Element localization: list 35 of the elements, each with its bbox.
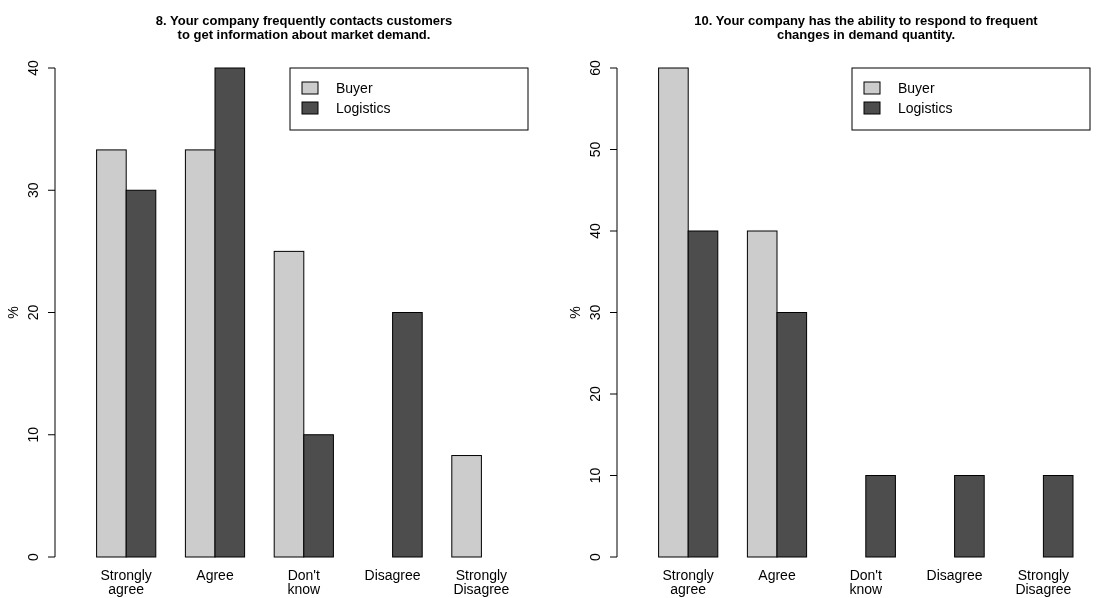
legend-label: Buyer <box>898 80 935 96</box>
bar <box>451 455 482 558</box>
bar <box>954 475 985 558</box>
y-tick-label: 10 <box>587 467 603 484</box>
x-tick-label: Agree <box>196 567 234 583</box>
chart-title: 8. Your company frequently contacts customers to get information about market demand. <box>155 13 453 42</box>
y-tick-label: 20 <box>587 386 603 402</box>
y-tick-label: 40 <box>587 223 603 239</box>
x-tick-label: Strongly agree <box>662 567 714 597</box>
x-tick-label: Agree <box>758 567 796 583</box>
y-tick-label: 30 <box>25 182 41 199</box>
y-tick-label: 40 <box>25 60 41 76</box>
y-tick-label: 10 <box>25 426 41 443</box>
y-axis-title: % <box>5 306 21 319</box>
y-tick-label: 60 <box>587 60 603 76</box>
y-tick-label: 0 <box>25 552 41 561</box>
y-axis-title: % <box>567 306 583 319</box>
chart-title: 10. Your company has the ability to respond to frequent changes in demand quantity. <box>694 13 1039 42</box>
bar <box>392 312 423 558</box>
y-tick-label: 30 <box>587 304 603 321</box>
x-tick-label: Strongly agree <box>100 567 152 597</box>
bar <box>865 475 896 558</box>
bar <box>1042 475 1074 558</box>
x-tick-label: Disagree <box>926 567 983 583</box>
y-tick-label: 50 <box>587 141 603 158</box>
y-tick-label: 0 <box>587 552 603 561</box>
legend-label: Logistics <box>898 100 953 116</box>
legend-label: Logistics <box>336 100 391 116</box>
x-tick-label: Strongly Disagree <box>453 567 510 597</box>
x-tick-label: Disagree <box>364 567 421 583</box>
x-tick-label: Don't know <box>849 567 884 597</box>
legend-label: Buyer <box>336 80 373 96</box>
x-tick-label: Don't know <box>287 567 322 597</box>
y-tick-label: 20 <box>25 304 41 321</box>
x-tick-label: Strongly Disagree <box>1015 567 1072 597</box>
